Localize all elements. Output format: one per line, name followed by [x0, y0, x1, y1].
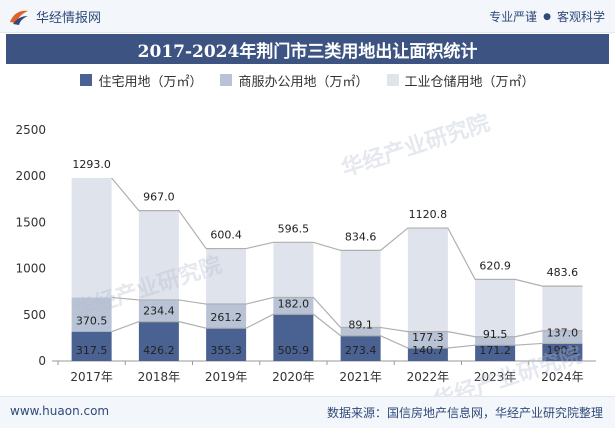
header-tags: 专业严谨 ● 客观科学 [489, 8, 605, 25]
bar-segment-industrial [542, 286, 583, 331]
bar-segment-industrial [273, 242, 314, 298]
x-tick-label: 2020年 [272, 370, 315, 384]
legend-item-industrial: 工业仓储用地（万㎡） [386, 71, 535, 90]
chart-title-bar: 2017-2024年荆门市三类用地出让面积统计 [6, 34, 609, 64]
bar-segment-industrial [138, 210, 179, 300]
series-connector-line [111, 177, 583, 287]
bar-segment-commercial [340, 327, 381, 336]
footer: www.huaon.com 数据来源：国信房地产信息网，华经产业研究院整理 [0, 396, 615, 428]
bar-segment-commercial [475, 336, 516, 346]
data-label-industrial: 1293.0 [72, 158, 111, 171]
data-label-commercial: 261.2 [210, 311, 242, 324]
y-tick-label: 0 [38, 354, 46, 368]
bar-segment-industrial [407, 228, 448, 332]
bar-segment-residential [542, 343, 583, 361]
data-label-commercial: 182.0 [278, 297, 310, 310]
bar-segment-commercial [542, 330, 583, 344]
dot-separator-icon: ● [543, 11, 551, 22]
legend-swatch-commercial [220, 74, 233, 86]
legend-label-commercial: 商服办公用地（万㎡） [238, 74, 369, 90]
data-label-residential: 273.4 [345, 344, 377, 357]
data-label-industrial: 834.6 [345, 230, 377, 243]
bar-segment-industrial [206, 248, 247, 305]
x-tick-label: 2022年 [407, 370, 450, 384]
series-connector-line [111, 296, 583, 338]
data-label-residential: 171.2 [479, 344, 511, 357]
data-label-residential: 355.3 [210, 344, 242, 357]
legend-label-industrial: 工业仓储用地（万㎡） [404, 74, 535, 90]
data-label-residential: 426.2 [143, 344, 175, 357]
x-tick-label: 2023年 [474, 370, 517, 384]
data-label-industrial: 483.6 [547, 266, 579, 279]
top-bar: 华经情报网 专业严谨 ● 客观科学 [0, 0, 615, 33]
tag-objective: 客观科学 [556, 10, 605, 24]
y-tick-label: 500 [23, 308, 46, 322]
data-label-commercial: 234.4 [143, 305, 175, 318]
brand-name: 华经情报网 [36, 11, 102, 26]
data-label-residential: 317.5 [76, 344, 108, 357]
data-label-commercial: 89.1 [348, 319, 373, 332]
data-label-industrial: 600.4 [210, 229, 242, 242]
bar-segment-commercial [71, 297, 112, 332]
bar-segment-commercial [407, 331, 448, 348]
stacked-bar-chart: 0 500 1000 1500 2000 2500 2017年 2018年 2019年 2020年… [15, 123, 596, 384]
bar-segment-residential [407, 347, 448, 361]
legend-label-residential: 住宅用地（万㎡） [98, 74, 203, 90]
bar-segment-industrial [475, 279, 516, 337]
y-tick-label: 2500 [15, 123, 46, 137]
bar-segment-residential [273, 314, 314, 361]
bar-segment-industrial [340, 250, 381, 328]
x-tick-label: 2017年 [70, 370, 113, 384]
legend-swatch-residential [80, 74, 93, 86]
data-label-commercial: 177.3 [412, 331, 444, 344]
data-label-residential: 190.1 [547, 344, 579, 357]
data-label-industrial: 596.5 [278, 222, 310, 235]
bar-segment-residential [206, 328, 247, 361]
data-label-commercial: 370.5 [76, 315, 108, 328]
bar-segment-residential [340, 335, 381, 361]
bar-segment-commercial [273, 297, 314, 315]
bar-segment-residential [475, 345, 516, 361]
data-label-commercial: 91.5 [483, 328, 508, 341]
legend-item-residential: 住宅用地（万㎡） [80, 71, 202, 90]
x-tick-label: 2024年 [541, 370, 584, 384]
brand[interactable]: 华经情报网 [8, 7, 101, 26]
y-tick-label: 1000 [15, 262, 46, 276]
huajing-logo-icon [10, 10, 28, 25]
bar-segment-industrial [71, 177, 112, 298]
series-connector-line [111, 313, 583, 349]
data-label-industrial: 967.0 [143, 191, 175, 204]
y-tick-label: 2000 [15, 169, 46, 183]
data-label-industrial: 620.9 [479, 259, 511, 272]
legend-item-commercial: 商服办公用地（万㎡） [220, 71, 369, 90]
x-tick-label: 2018年 [138, 370, 181, 384]
bar-segment-commercial [206, 304, 247, 329]
data-label-industrial: 1120.8 [409, 208, 448, 221]
data-label-commercial: 137.0 [547, 326, 579, 339]
y-tick-label: 1500 [15, 215, 46, 229]
tag-rigorous: 专业严谨 [489, 10, 538, 24]
x-tick-label: 2021年 [339, 370, 382, 384]
chart-legend: 住宅用地（万㎡） 商服办公用地（万㎡） 工业仓储用地（万㎡） [0, 68, 615, 92]
bar-segment-commercial [138, 299, 179, 322]
data-label-residential: 505.9 [278, 344, 310, 357]
legend-swatch-industrial [386, 74, 399, 86]
chart-title: 2017-2024年荆门市三类用地出让面积统计 [137, 41, 478, 62]
data-label-residential: 140.7 [412, 344, 444, 357]
footer-url[interactable]: www.huaon.com [10, 404, 110, 418]
bar-segment-residential [138, 321, 179, 361]
bar-segment-residential [71, 331, 112, 361]
x-tick-label: 2019年 [205, 370, 248, 384]
footer-source: 数据来源：国信房地产信息网，华经产业研究院整理 [326, 406, 603, 420]
